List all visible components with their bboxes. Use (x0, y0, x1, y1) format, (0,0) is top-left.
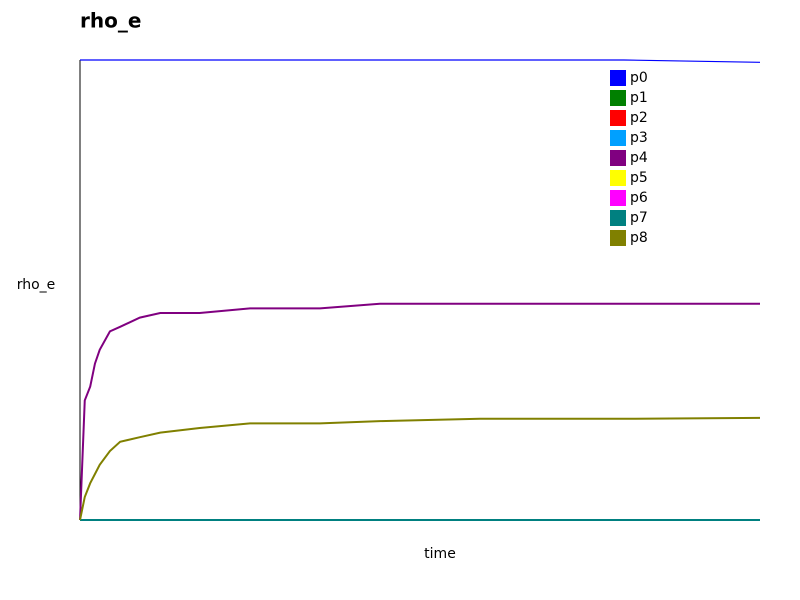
legend-label: p4 (630, 150, 648, 166)
legend-swatch (610, 210, 626, 226)
legend-label: p3 (630, 130, 648, 146)
legend-label: p0 (630, 70, 648, 86)
legend-label: p1 (630, 90, 648, 106)
legend-swatch (610, 170, 626, 186)
line-p4 (79, 302, 760, 521)
legend-swatch (610, 90, 626, 106)
legend-swatch (610, 190, 626, 206)
legend-label: p6 (630, 190, 648, 206)
legend-swatch (610, 110, 626, 126)
legend-label: p2 (630, 110, 648, 126)
chart-title: rho_e (80, 9, 141, 33)
legend-swatch (610, 130, 626, 146)
line-p8 (79, 416, 761, 521)
y-axis-label: rho_e (17, 277, 56, 293)
legend-label: p7 (630, 210, 648, 226)
x-axis-label: time (424, 546, 456, 562)
legend-label: p8 (630, 230, 648, 246)
legend-swatch (610, 230, 626, 246)
legend-label: p5 (630, 170, 648, 186)
line-p0 (80, 59, 761, 63)
legend-swatch (610, 150, 626, 166)
legend-swatch (610, 70, 626, 86)
